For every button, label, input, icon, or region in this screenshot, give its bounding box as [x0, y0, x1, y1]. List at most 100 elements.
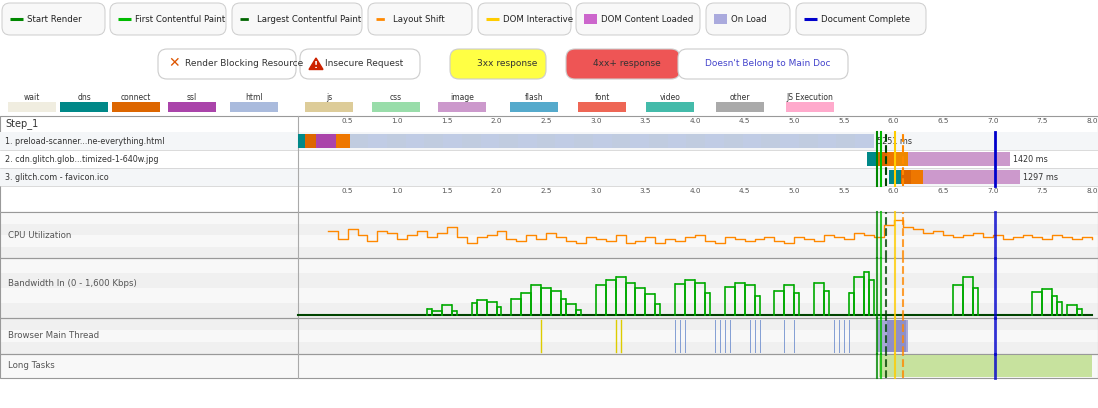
Text: 6.0: 6.0 [888, 118, 899, 124]
Text: js: js [326, 93, 332, 102]
Text: font: font [594, 93, 609, 102]
Bar [336, 134, 349, 148]
Text: Start Render: Start Render [27, 15, 81, 24]
Text: DOM Interactive: DOM Interactive [503, 15, 573, 24]
Text: 2.0: 2.0 [491, 188, 502, 194]
Text: 7.5: 7.5 [1037, 118, 1049, 124]
Bar [0, 150, 1098, 168]
Bar [229, 102, 278, 112]
Bar [761, 134, 780, 148]
Bar [298, 134, 305, 148]
Bar [686, 134, 705, 148]
Bar [0, 303, 1098, 318]
Text: 1.0: 1.0 [392, 188, 403, 194]
Bar [837, 134, 855, 148]
Text: ssl: ssl [187, 93, 198, 102]
Bar [0, 288, 1098, 303]
Bar [425, 134, 444, 148]
Text: other: other [730, 93, 750, 102]
Text: JS Execution: JS Execution [786, 93, 833, 102]
Bar [0, 318, 1098, 354]
FancyBboxPatch shape [110, 3, 226, 35]
Bar [901, 170, 911, 184]
Text: 8.0: 8.0 [1086, 118, 1098, 124]
Text: Doesn't Belong to Main Doc: Doesn't Belong to Main Doc [705, 60, 830, 69]
FancyBboxPatch shape [158, 49, 296, 79]
Bar [866, 152, 877, 166]
Bar [798, 134, 818, 148]
Text: 8.0: 8.0 [1086, 188, 1098, 194]
FancyBboxPatch shape [565, 49, 680, 79]
Bar [0, 318, 1098, 330]
Bar [878, 355, 1093, 377]
Text: 2. cdn.glitch.glob...timized-1-640w.jpg: 2. cdn.glitch.glob...timized-1-640w.jpg [5, 155, 158, 164]
Text: 2.5: 2.5 [540, 118, 552, 124]
Text: Long Tasks: Long Tasks [8, 361, 55, 370]
Text: 3.0: 3.0 [590, 188, 602, 194]
Bar [0, 273, 1098, 288]
FancyBboxPatch shape [478, 3, 571, 35]
Bar [0, 235, 1098, 246]
Bar [349, 134, 368, 148]
Text: First Contentful Paint: First Contentful Paint [135, 15, 225, 24]
Text: 2.0: 2.0 [491, 118, 502, 124]
Bar [896, 152, 908, 166]
Text: 4.5: 4.5 [739, 188, 750, 194]
Bar [612, 134, 630, 148]
Bar [0, 212, 1098, 224]
Bar [584, 14, 597, 24]
Text: 1297 ms: 1297 ms [1022, 173, 1057, 182]
FancyBboxPatch shape [368, 3, 472, 35]
Bar [112, 102, 160, 112]
Bar [578, 102, 626, 112]
Bar [386, 134, 406, 148]
Bar [500, 134, 518, 148]
FancyBboxPatch shape [706, 3, 789, 35]
Bar [574, 134, 593, 148]
FancyBboxPatch shape [232, 3, 362, 35]
Bar [168, 102, 216, 112]
Bar [714, 14, 727, 24]
Text: 4.0: 4.0 [690, 118, 701, 124]
Text: Step_1: Step_1 [5, 119, 38, 129]
Text: 3.0: 3.0 [590, 118, 602, 124]
Text: dns: dns [77, 93, 91, 102]
Text: 7.5: 7.5 [1037, 188, 1049, 194]
Text: 0.5: 0.5 [341, 188, 354, 194]
FancyBboxPatch shape [300, 49, 421, 79]
Text: 3.5: 3.5 [640, 118, 651, 124]
Bar [911, 170, 923, 184]
Text: 5.0: 5.0 [788, 118, 800, 124]
Bar [888, 170, 901, 184]
Bar [0, 258, 1098, 273]
Bar [786, 102, 834, 112]
Text: Document Complete: Document Complete [821, 15, 910, 24]
Bar [0, 132, 1098, 150]
Text: 6.5: 6.5 [938, 118, 949, 124]
Text: 5251 ms: 5251 ms [876, 137, 911, 146]
Text: 1.5: 1.5 [441, 188, 452, 194]
Bar [0, 224, 1098, 235]
Bar [462, 134, 481, 148]
Bar [60, 102, 108, 112]
Bar [509, 102, 558, 112]
Text: Layout Shift: Layout Shift [393, 15, 445, 24]
Text: CPU Utilization: CPU Utilization [8, 231, 71, 239]
Text: 5.5: 5.5 [838, 188, 850, 194]
Text: Browser Main Thread: Browser Main Thread [8, 331, 99, 341]
Text: css: css [390, 93, 402, 102]
Text: 0.5: 0.5 [341, 118, 354, 124]
Bar [438, 102, 486, 112]
Polygon shape [309, 58, 323, 69]
FancyBboxPatch shape [677, 49, 848, 79]
FancyBboxPatch shape [576, 3, 701, 35]
Text: connect: connect [121, 93, 152, 102]
Bar [908, 152, 1010, 166]
Text: 7.0: 7.0 [987, 118, 998, 124]
Bar [877, 152, 886, 166]
FancyBboxPatch shape [2, 3, 105, 35]
Text: html: html [245, 93, 262, 102]
Text: Largest Contentful Paint: Largest Contentful Paint [257, 15, 361, 24]
Text: DOM Content Loaded: DOM Content Loaded [601, 15, 693, 24]
Bar [0, 212, 1098, 258]
